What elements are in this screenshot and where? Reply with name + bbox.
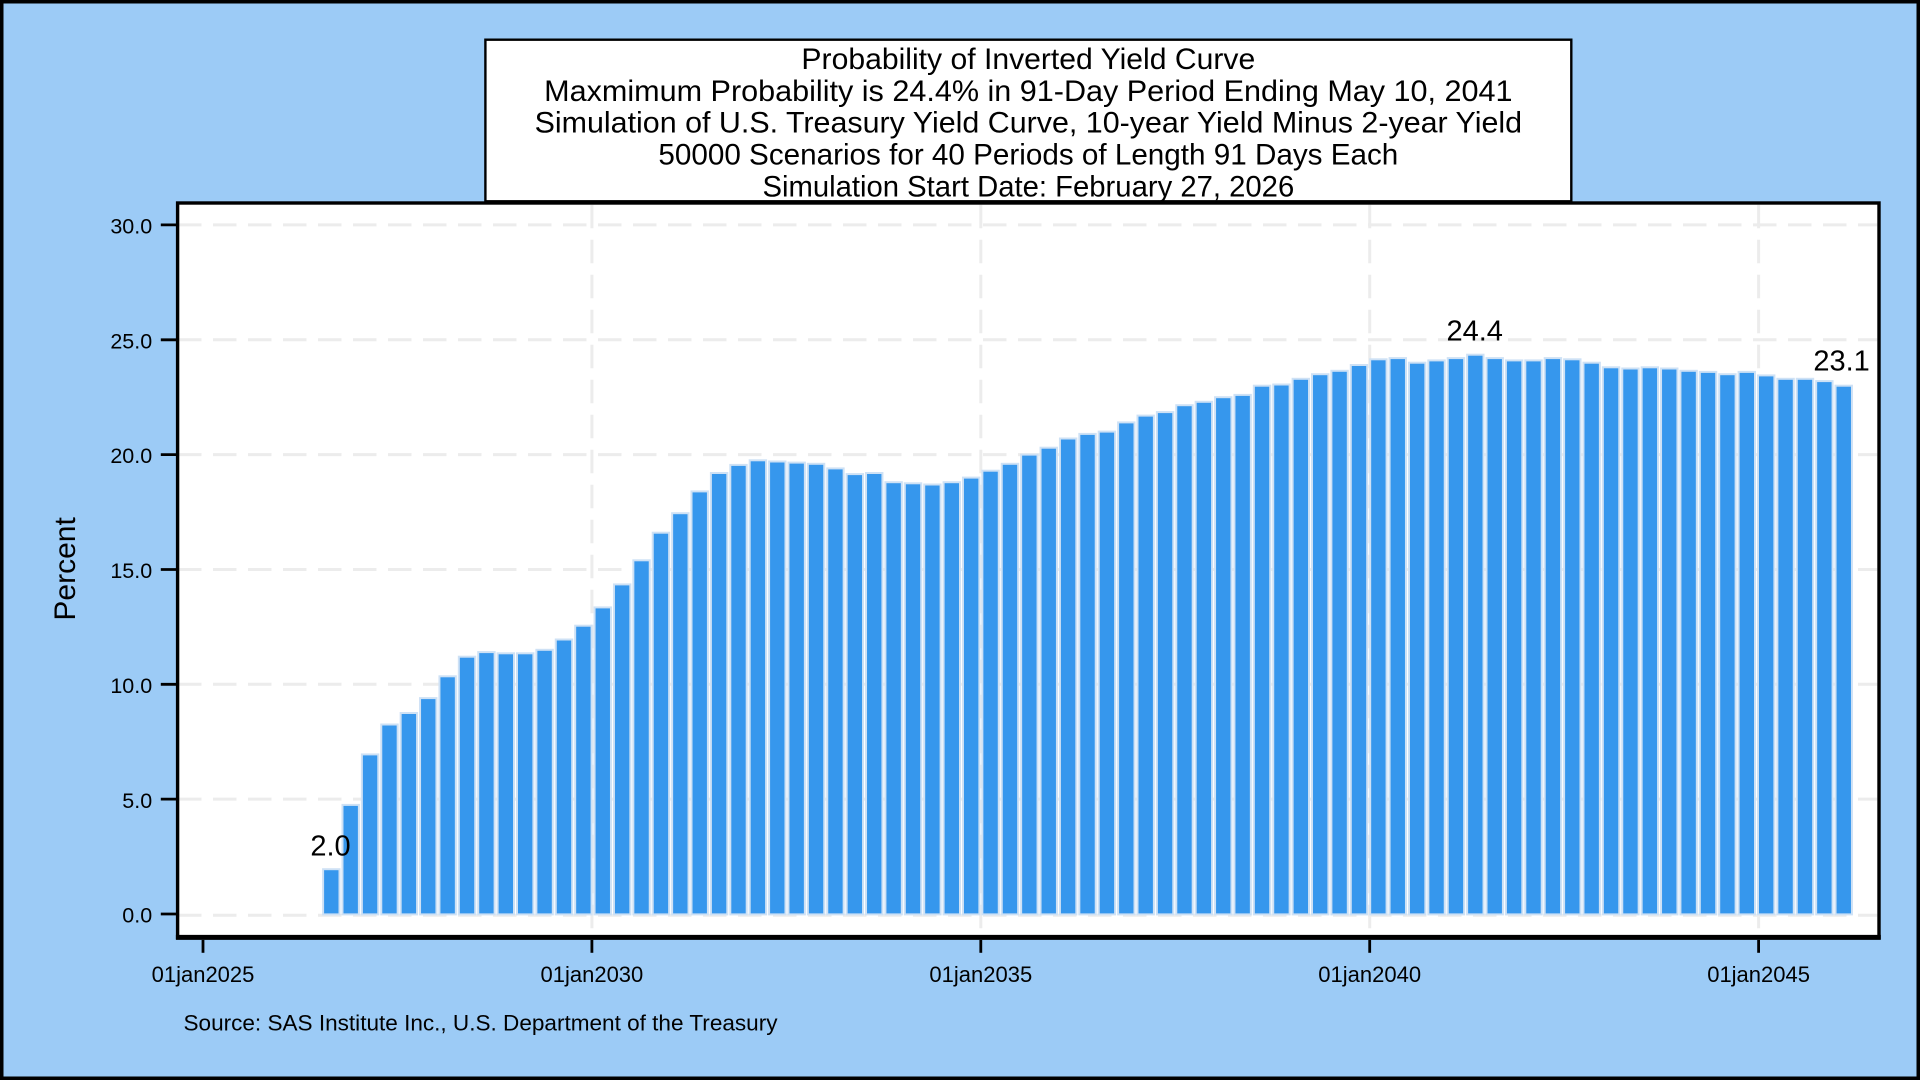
svg-text:Maxmimum Probability is 24.4%: Maxmimum Probability is 24.4% in 91-Day … <box>544 75 1512 108</box>
svg-text:Probability of Inverted Yield: Probability of Inverted Yield Curve <box>801 43 1255 76</box>
svg-text:15.0: 15.0 <box>110 559 152 583</box>
svg-text:01jan2040: 01jan2040 <box>1318 962 1421 987</box>
svg-text:01jan2045: 01jan2045 <box>1707 962 1810 987</box>
svg-text:24.4: 24.4 <box>1446 315 1502 347</box>
svg-text:20.0: 20.0 <box>110 444 152 468</box>
svg-text:01jan2025: 01jan2025 <box>152 962 255 987</box>
svg-text:Simulation of U.S. Treasury Yi: Simulation of U.S. Treasury Yield Curve,… <box>535 107 1523 140</box>
svg-text:50000 Scenarios for 40 Periods: 50000 Scenarios for 40 Periods of Length… <box>658 139 1398 172</box>
svg-text:01jan2030: 01jan2030 <box>541 962 644 987</box>
svg-text:2.0: 2.0 <box>310 830 350 862</box>
svg-text:01jan2035: 01jan2035 <box>929 962 1032 987</box>
svg-text:10.0: 10.0 <box>110 674 152 698</box>
svg-text:30.0: 30.0 <box>110 215 152 239</box>
svg-text:Source: SAS Institute Inc., U.: Source: SAS Institute Inc., U.S. Departm… <box>184 1011 778 1036</box>
svg-text:0.0: 0.0 <box>122 904 152 928</box>
svg-text:Simulation Start Date: Februar: Simulation Start Date: February 27, 2026 <box>762 170 1294 203</box>
svg-text:Percent: Percent <box>49 517 82 621</box>
svg-text:25.0: 25.0 <box>110 329 152 353</box>
svg-text:23.1: 23.1 <box>1813 345 1869 377</box>
svg-text:5.0: 5.0 <box>122 789 152 813</box>
